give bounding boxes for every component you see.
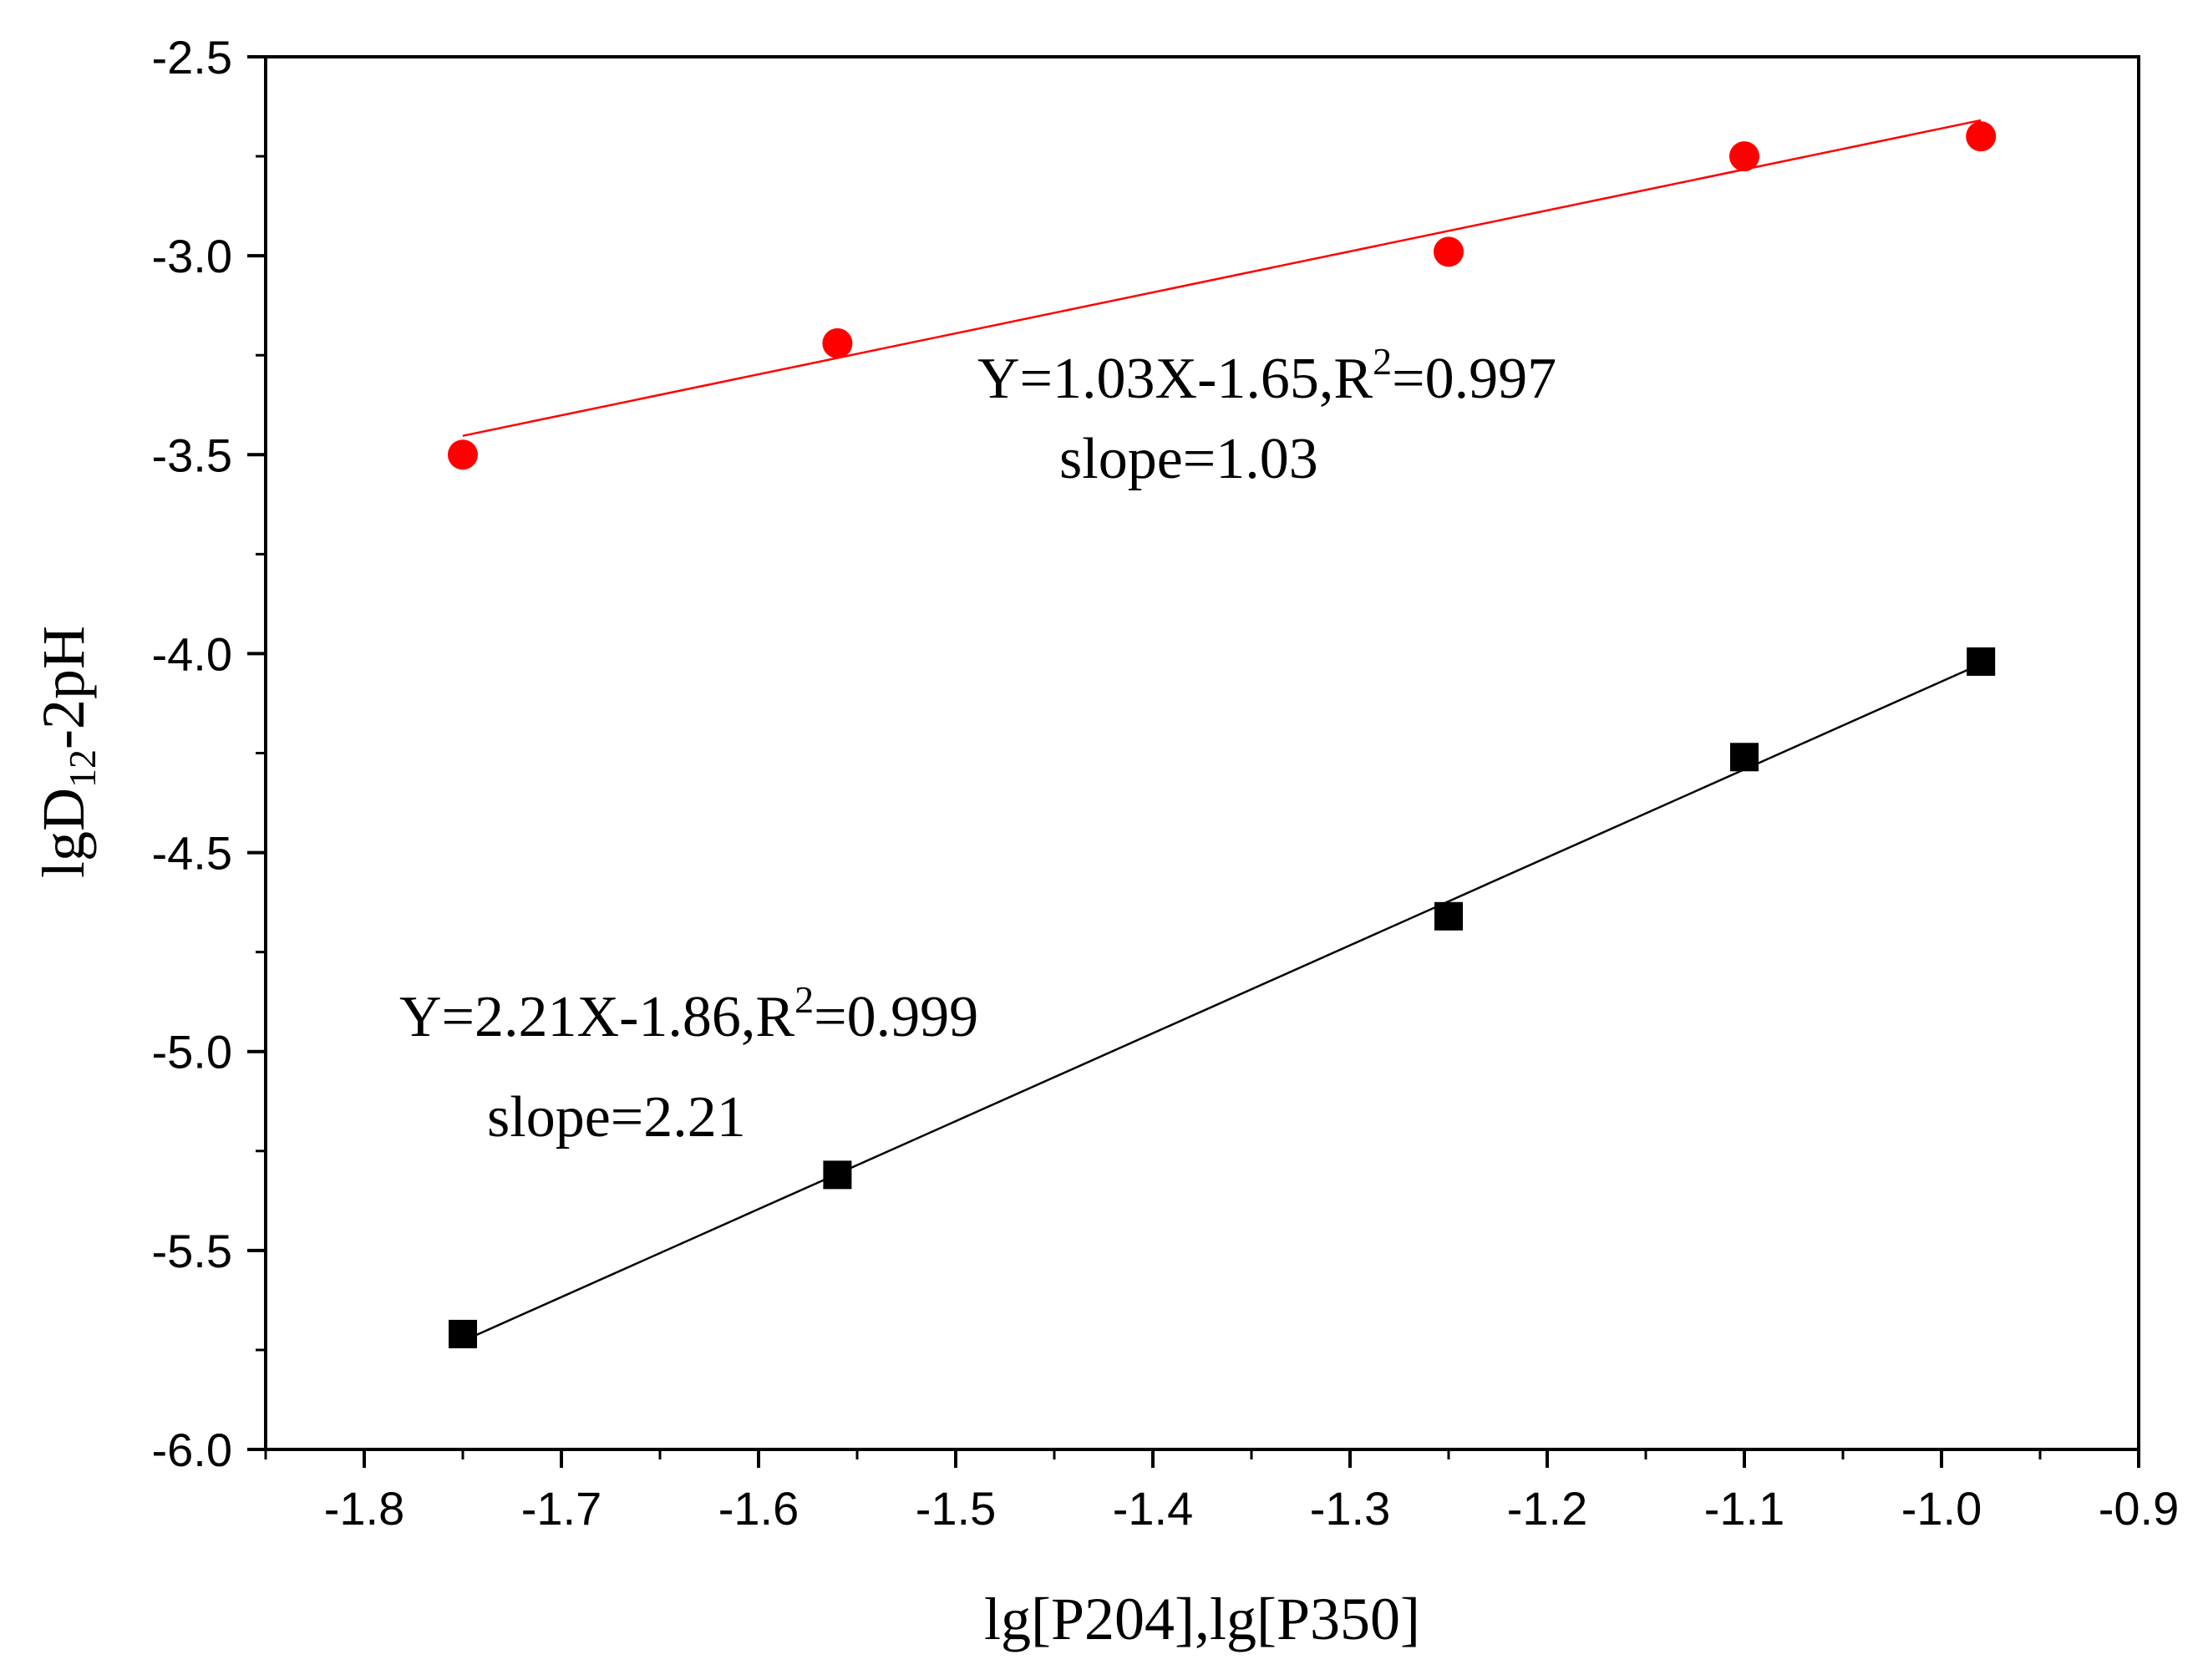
plot-frame	[264, 55, 2140, 1451]
data-point-p350	[448, 439, 478, 470]
annotation-black-slope: slope=2.21	[487, 1085, 746, 1150]
fit-line-p350	[462, 119, 1982, 437]
x-tick-label: -1.8	[324, 1482, 405, 1535]
data-point-p350	[1966, 121, 1997, 152]
data-point-p350	[1729, 141, 1759, 172]
annotation-red-slope: slope=1.03	[1059, 427, 1318, 491]
x-tick-label: -1.4	[1113, 1482, 1194, 1535]
data-point-p204	[1434, 901, 1463, 931]
y-axis-title: lgD12-2pH	[30, 626, 104, 878]
x-tick-label: -1.1	[1704, 1482, 1785, 1535]
data-points	[448, 121, 1997, 1348]
x-tick-label: -1.3	[1310, 1482, 1391, 1535]
y-tick-label: -2.5	[152, 31, 233, 84]
x-tick-label: -1.5	[916, 1482, 997, 1535]
y-tick-label: -5.5	[152, 1225, 233, 1277]
x-tick-label: -1.6	[718, 1482, 799, 1535]
y-tick-label: -3.0	[152, 230, 233, 282]
data-point-p350	[1434, 236, 1464, 267]
fit-lines	[462, 119, 1982, 1342]
data-point-p350	[822, 327, 853, 358]
y-tick-label: -4.5	[152, 827, 233, 880]
x-tick-label: -0.9	[2099, 1482, 2180, 1535]
x-axis-ticks: -1.8 -1.7 -1.6 -1.5 -1.4 -1.3 -1.2 -1.1 -1.0 -0.9	[264, 1449, 2180, 1535]
x-tick-label: -1.0	[1901, 1482, 1982, 1535]
data-point-p204	[1967, 647, 1996, 676]
x-axis-title: lg[P204],lg[P350]	[984, 1586, 1420, 1652]
x-tick-label: -1.2	[1507, 1482, 1588, 1535]
annotation-red-equation: Y=1.03X-1.65,R2=0.997	[977, 340, 1556, 411]
annotation-black-equation: Y=2.21X-1.86,R2=0.999	[399, 978, 978, 1049]
data-point-p204	[449, 1319, 477, 1348]
y-tick-label: -5.0	[152, 1026, 233, 1079]
x-tick-label: -1.7	[521, 1482, 602, 1535]
fit-line-p204	[462, 662, 1982, 1342]
y-axis-ticks: -2.5 -3.0 -3.5 -4.0 -4.5 -5.0 -5.5 -6.0	[152, 31, 266, 1476]
data-point-p204	[1730, 743, 1759, 772]
data-point-p204	[823, 1160, 852, 1190]
y-tick-label: -3.5	[152, 429, 233, 481]
y-tick-label: -4.0	[152, 627, 233, 680]
y-tick-label: -6.0	[152, 1424, 233, 1476]
